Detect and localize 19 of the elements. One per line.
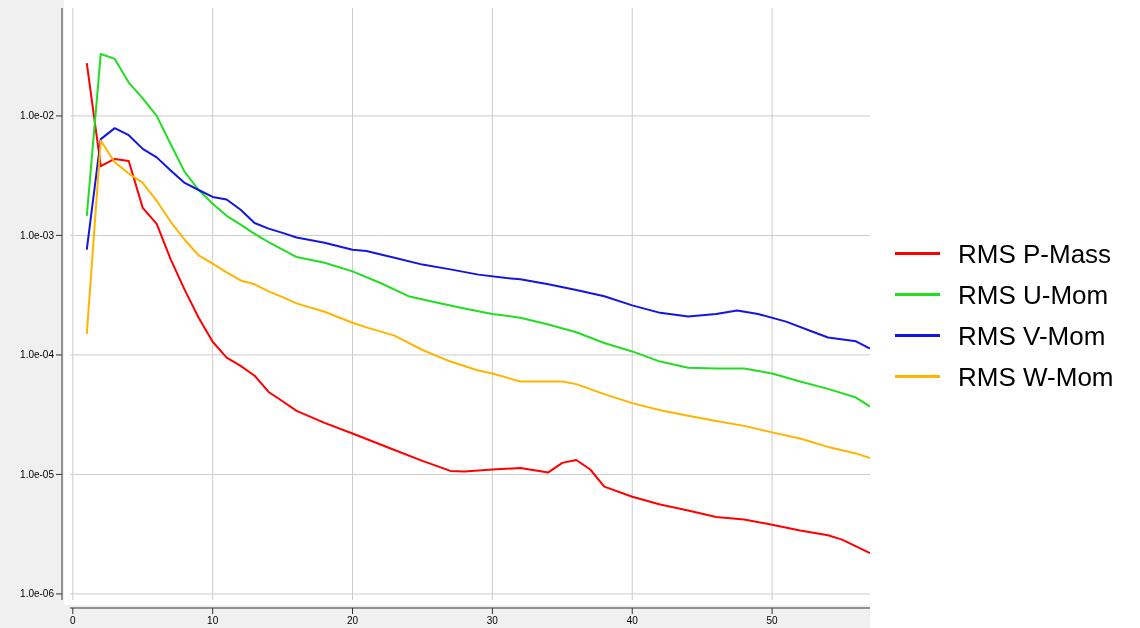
line-series [85,127,870,350]
y-tick-label: 1.0e-03 [20,229,55,241]
x-tick-label: 10 [207,615,219,626]
x-tick-label: 20 [346,615,359,626]
x-tick-label: 50 [766,615,779,626]
x-tick-label: 0 [70,615,77,626]
legend-label: RMS V-Mom [958,320,1106,351]
legend-label: RMS W-Mom [958,361,1114,392]
y-tick-label: 1.0e-02 [20,110,55,122]
line-series [85,52,870,408]
legend-label: RMS P-Mass [958,238,1112,269]
y-tick-label: 1.0e-06 [20,588,55,600]
line-series [85,139,870,460]
y-tick-label: 1.0e-05 [20,468,55,480]
legend-label: RMS U-Mom [958,279,1109,310]
x-tick-label: 30 [486,615,499,626]
x-tick-label: 40 [626,615,639,626]
line-series [85,62,870,555]
y-tick-label: 1.0e-04 [20,349,55,361]
